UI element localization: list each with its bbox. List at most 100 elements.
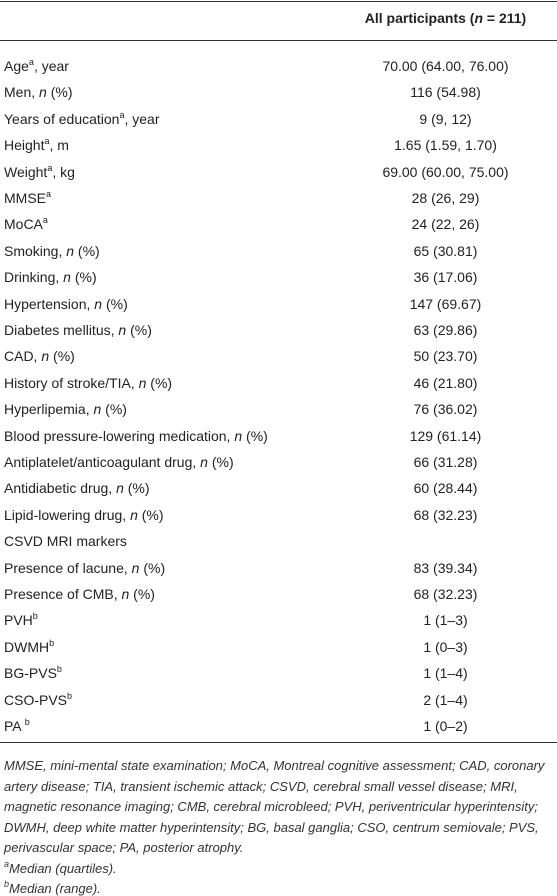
table-row: Blood pressure-lowering medication, n (%… (0, 424, 557, 450)
superscript: b (67, 690, 73, 701)
text: Median (quartiles). (9, 860, 117, 876)
row-value: 63 (29.86) (413, 322, 478, 338)
row-label: Antidiabetic drug, n (%) (4, 480, 150, 496)
text: Median (range). (9, 881, 101, 896)
table-row: Antidiabetic drug, n (%) 60 (28.44) (0, 476, 557, 502)
text: (%) (242, 427, 268, 444)
row-label: DWMHb (4, 637, 55, 655)
superscript: a (119, 109, 125, 120)
text: (%) (101, 401, 127, 418)
row-value: 1 (0–3) (423, 638, 468, 655)
row-label: Drinking, n (%) (4, 269, 97, 285)
text: Drinking, (4, 269, 64, 286)
row-label: Smoking, n (%) (4, 243, 100, 259)
italic-text: n (41, 348, 50, 365)
text: CSVD MRI markers (4, 533, 127, 550)
text: Diabetes mellitus, (4, 322, 119, 338)
row-label: Years of educationa, year (4, 109, 160, 127)
row-label: BG-PVSb (4, 664, 62, 682)
row-label: Blood pressure-lowering medication, n (%… (4, 428, 268, 444)
table-row: Agea, year 70.00 (64.00, 76.00) (0, 54, 557, 80)
table-row: Smoking, n (%) 65 (30.81) (0, 239, 557, 265)
row-value: 28 (26, 29) (411, 190, 480, 206)
row-value: 9 (9, 12) (419, 110, 472, 127)
row-label: Hyperlipemia, n (%) (4, 401, 127, 417)
superscript: b (56, 664, 62, 675)
row-label: MMSEa (4, 189, 52, 207)
text: (%) (102, 295, 128, 312)
table-row: BG-PVSb 1 (1–4) (0, 661, 557, 687)
row-value: 69.00 (60.00, 75.00) (382, 163, 509, 180)
header-rule (0, 40, 557, 41)
text: MoCA (4, 216, 43, 233)
table-row: Hyperlipemia, n (%) 76 (36.02) (0, 397, 557, 423)
superscript: b (4, 879, 10, 889)
text: (%) (74, 242, 100, 259)
row-value: 147 (69.67) (409, 295, 482, 312)
text: , year (33, 58, 69, 74)
table-row: CSVD MRI markers (0, 529, 557, 555)
table-row: Men, n (%) 116 (54.98) (0, 80, 557, 106)
row-value: 68 (32.23) (413, 506, 478, 523)
text: Height (4, 137, 45, 154)
row-label: PA b (4, 717, 30, 735)
table-row: Heighta, m 1.65 (1.59, 1.70) (0, 133, 557, 159)
text: History of stroke/TIA, (4, 374, 139, 391)
text: (%) (123, 480, 150, 497)
text: (%) (126, 322, 152, 338)
row-label: Hypertension, n (%) (4, 296, 128, 312)
superscript: a (46, 189, 52, 199)
table-row: Antiplatelet/anticoagulant drug, n (%) 66… (0, 450, 557, 476)
table-row: Presence of lacune, n (%) 83 (39.34) (0, 556, 557, 582)
row-label: CSO-PVSb (4, 690, 73, 708)
row-value: 1 (0–2) (423, 718, 468, 734)
row-value: 68 (32.23) (413, 586, 478, 602)
row-value: 1.65 (1.59, 1.70) (394, 137, 497, 154)
row-label: CAD, n (%) (4, 348, 75, 364)
row-label: Heighta, m (4, 136, 69, 154)
superscript: a (4, 858, 10, 869)
text: All participants ( (364, 10, 475, 26)
text: DWMH (4, 638, 50, 655)
text: CSO-PVS (4, 691, 68, 708)
italic-text: n (138, 374, 147, 391)
text: (%) (137, 506, 164, 523)
table-row: PVHb 1 (1–3) (0, 608, 557, 634)
text: MMSE, mini-mental state examination; MoC… (4, 758, 545, 855)
text: (%) (207, 454, 234, 470)
row-label: Presence of CMB, n (%) (4, 586, 155, 602)
row-label: Agea, year (4, 57, 69, 75)
italic-text: n (39, 84, 47, 101)
row-label: PVHb (4, 612, 38, 629)
row-value: 65 (30.81) (413, 242, 478, 259)
italic-text: n (116, 480, 124, 497)
table-row: DWMHb 1 (0–3) (0, 635, 557, 661)
row-label: CSVD MRI markers (4, 533, 127, 549)
text: BG-PVS (4, 665, 57, 682)
table-row: Presence of CMB, n (%) 68 (32.23) (0, 582, 557, 608)
superscript: a (28, 57, 34, 67)
text: (%) (70, 269, 97, 286)
italic-text: n (94, 295, 103, 312)
row-label: Antiplatelet/anticoagulant drug, n (%) (4, 454, 234, 470)
footnote: MMSE, mini-mental state examination; MoC… (4, 756, 552, 859)
text: PVH (4, 612, 33, 629)
italic-text: n (121, 586, 130, 602)
superscript: a (44, 136, 50, 147)
text: (%) (139, 559, 166, 576)
italic-text: n (200, 454, 208, 470)
footnote: aMedian (quartiles). (4, 859, 552, 880)
text: Hypertension, (4, 295, 95, 312)
row-label: Lipid-lowering drug, n (%) (4, 507, 164, 523)
footnotes: MMSE, mini-mental state examination; MoC… (4, 756, 552, 896)
text: Antiplatelet/anticoagulant drug, (4, 454, 201, 470)
superscript: b (24, 717, 30, 727)
text: Smoking, (4, 242, 67, 259)
text: Antidiabetic drug, (4, 480, 117, 497)
text: PA (4, 718, 25, 734)
table-row: Weighta, kg 69.00 (60.00, 75.00) (0, 160, 557, 186)
superscript: b (49, 637, 55, 648)
row-label: Presence of lacune, n (%) (4, 560, 165, 576)
italic-text: n (474, 10, 484, 26)
